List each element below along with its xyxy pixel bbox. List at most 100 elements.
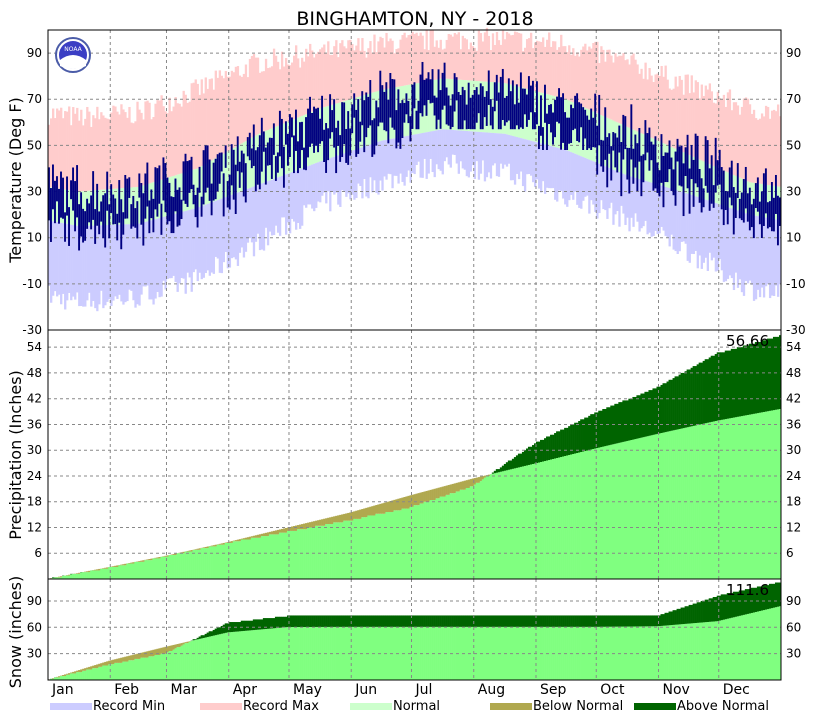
above-normal-bar [608, 407, 610, 445]
normal-accumulation-bar [436, 627, 438, 680]
above-normal-bar [424, 615, 426, 626]
record-min-bar [524, 139, 526, 192]
below-normal-bar [138, 561, 140, 562]
record-min-bar [600, 165, 602, 201]
observed-temperature-bar [586, 116, 588, 150]
observed-temperature-bar [614, 133, 616, 167]
observed-temperature-bar [357, 99, 359, 154]
below-normal-bar [315, 521, 317, 526]
record-max-bar [357, 38, 359, 97]
above-normal-bar [715, 354, 717, 421]
above-normal-bar [560, 615, 562, 626]
observed-temperature-bar [440, 90, 442, 129]
record-max-bar [313, 57, 315, 110]
below-normal-bar [371, 506, 373, 515]
record-min-bar [405, 136, 407, 177]
noaa-logo: NOAA [56, 38, 90, 72]
record-max-bar [263, 71, 265, 132]
normal-accumulation-bar [570, 455, 572, 580]
record-max-bar [363, 51, 365, 95]
record-min-bar [446, 130, 448, 158]
normal-accumulation-bar [377, 514, 379, 579]
record-max-bar [755, 118, 757, 183]
normal-accumulation-bar [741, 615, 743, 680]
record-max-bar [476, 51, 478, 81]
normal-accumulation-bar [217, 635, 219, 680]
below-normal-bar [383, 503, 385, 514]
above-normal-bar [488, 615, 490, 626]
above-normal-bar [602, 615, 604, 626]
observed-temperature-bar [709, 168, 711, 210]
above-normal-bar [640, 615, 642, 626]
record-max-bar [193, 83, 195, 170]
record-min-bar [189, 210, 191, 278]
below-normal-bar [148, 559, 150, 560]
normal-accumulation-bar [114, 663, 116, 680]
record-min-bar [731, 208, 733, 278]
above-normal-bar [652, 388, 654, 434]
below-normal-bar [98, 569, 100, 570]
normal-accumulation-bar [78, 672, 80, 680]
record-min-bar [271, 180, 273, 236]
below-normal-bar [297, 525, 299, 529]
above-normal-bar [434, 615, 436, 626]
precip-tick-right-18: 18 [786, 495, 801, 509]
observed-temperature-bar [456, 77, 458, 100]
normal-accumulation-bar [407, 509, 409, 579]
normal-accumulation-bar [150, 560, 152, 579]
record-max-bar [759, 119, 761, 184]
record-max-bar [512, 35, 514, 85]
above-normal-bar [329, 615, 331, 626]
record-max-bar [464, 38, 466, 80]
below-normal-bar [283, 528, 285, 532]
below-normal-bar [305, 523, 307, 529]
below-normal-bar [78, 670, 80, 672]
record-max-bar [136, 102, 138, 187]
normal-accumulation-bar [195, 550, 197, 579]
record-max-bar [339, 43, 341, 102]
normal-accumulation-bar [755, 612, 757, 680]
normal-accumulation-bar [118, 565, 120, 579]
normal-accumulation-bar [478, 483, 480, 579]
record-max-bar [148, 103, 150, 184]
record-max-bar [667, 80, 669, 145]
normal-accumulation-bar [122, 565, 124, 579]
below-normal-bar [255, 535, 257, 538]
temperature-tick-right-30: 30 [786, 185, 801, 199]
normal-accumulation-bar [715, 421, 717, 579]
normal-accumulation-bar [735, 417, 737, 579]
normal-accumulation-bar [203, 548, 205, 579]
record-max-bar [108, 119, 110, 189]
observed-temperature-bar [211, 184, 213, 216]
normal-accumulation-bar [191, 552, 193, 579]
observed-temperature-bar [247, 137, 249, 156]
record-max-bar [671, 90, 673, 147]
below-normal-bar [271, 531, 273, 534]
below-normal-bar [82, 669, 84, 671]
normal-accumulation-bar [642, 437, 644, 579]
record-min-bar [213, 202, 215, 274]
normal-accumulation-bar [90, 570, 92, 579]
normal-accumulation-bar [654, 626, 656, 680]
normal-accumulation-bar [175, 555, 177, 579]
above-normal-bar [381, 615, 383, 626]
above-normal-bar [763, 340, 765, 412]
record-max-bar [709, 83, 711, 164]
above-normal-bar [393, 615, 395, 626]
observed-temperature-bar [434, 96, 436, 116]
observed-temperature-bar [677, 139, 679, 162]
record-min-bar [315, 163, 317, 208]
below-normal-bar [363, 508, 365, 517]
record-max-bar [564, 46, 566, 99]
observed-temperature-bar [98, 211, 100, 234]
below-normal-bar [267, 532, 269, 536]
observed-temperature-bar [570, 105, 572, 143]
above-normal-bar [765, 340, 767, 411]
observed-temperature-bar [411, 85, 413, 129]
record-max-bar [578, 57, 580, 106]
below-normal-bar [60, 576, 62, 577]
record-min-bar [195, 208, 197, 269]
observed-temperature-bar [464, 90, 466, 120]
above-normal-bar [560, 430, 562, 457]
normal-accumulation-bar [618, 443, 620, 579]
